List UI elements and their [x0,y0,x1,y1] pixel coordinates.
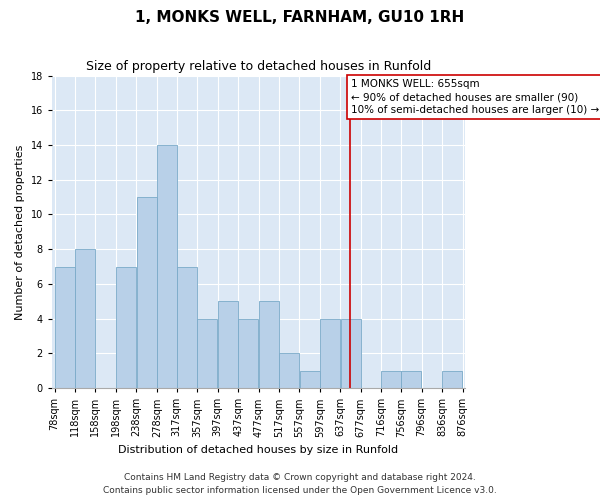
Bar [116,266,136,388]
Bar [197,318,217,388]
Bar [442,371,463,388]
Bar [320,318,340,388]
Bar [299,371,320,388]
Bar [55,266,75,388]
Bar [401,371,421,388]
Y-axis label: Number of detached properties: Number of detached properties [15,144,25,320]
Bar [75,249,95,388]
Bar [259,302,279,388]
Bar [381,371,401,388]
X-axis label: Distribution of detached houses by size in Runfold: Distribution of detached houses by size … [118,445,398,455]
Bar [341,318,361,388]
Bar [218,302,238,388]
Text: 1 MONKS WELL: 655sqm
← 90% of detached houses are smaller (90)
10% of semi-detac: 1 MONKS WELL: 655sqm ← 90% of detached h… [351,79,599,116]
Bar [238,318,259,388]
Bar [279,354,299,388]
Text: 1, MONKS WELL, FARNHAM, GU10 1RH: 1, MONKS WELL, FARNHAM, GU10 1RH [136,10,464,25]
Title: Size of property relative to detached houses in Runfold: Size of property relative to detached ho… [86,60,431,73]
Bar [157,145,176,388]
Text: Contains HM Land Registry data © Crown copyright and database right 2024.
Contai: Contains HM Land Registry data © Crown c… [103,474,497,495]
Bar [137,197,157,388]
Bar [177,266,197,388]
